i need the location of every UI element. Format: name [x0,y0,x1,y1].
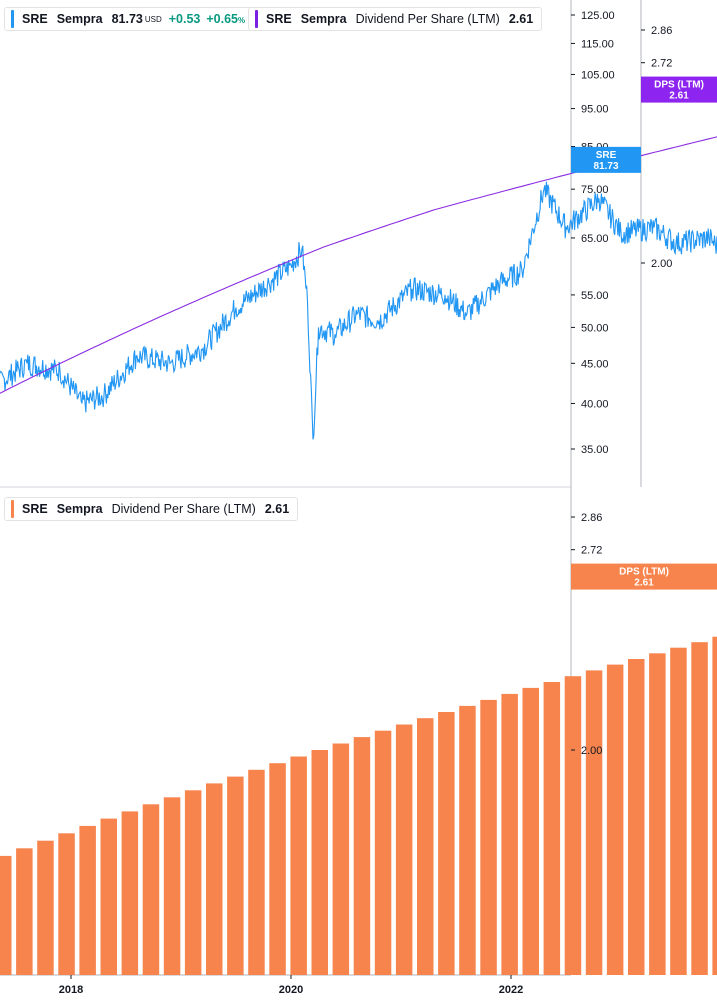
dps-bar[interactable] [121,811,139,975]
dps-bar[interactable] [353,737,371,975]
price-axis-tick-label: 125.00 [581,10,615,22]
dps-bar[interactable] [142,804,160,975]
price-axis-tick-label: 55.00 [581,290,609,302]
dps-series-line [0,136,717,394]
dps-legend-bottom-label: Dividend Per Share (LTM) [111,502,256,516]
price-last-value-tag-value: 81.73 [593,161,618,172]
price-axis-tick-label: 75.00 [581,184,609,196]
time-axis-tick-label: 2022 [499,984,523,996]
dps-bar[interactable] [0,855,12,975]
price-axis-tick-label: 95.00 [581,104,609,116]
price-series-line [0,181,717,440]
dps-bar[interactable] [184,790,202,975]
price-axis-tick-label: 40.00 [581,398,609,410]
time-axis-tick-label: 2020 [279,984,303,996]
price-last-value-tag-label: SRE [596,150,617,161]
dps-bar[interactable] [649,653,666,975]
price-legend-color [11,10,14,28]
dps-axis-tick-label: 2.00 [651,258,672,270]
price-axis-tick-label: 105.00 [581,69,615,81]
dps-top-last-value-tag[interactable]: DPS (LTM)2.61 [641,76,717,103]
dps-bar[interactable] [100,818,118,975]
dps-legend-top-symbol[interactable]: SRE [266,12,292,26]
dps-bar[interactable] [374,730,392,975]
dps-bar[interactable] [606,664,624,975]
dps-bottom-last-value-tag-value: 2.61 [634,578,654,589]
dps-axis-tick-label: 2.86 [651,25,672,37]
dps-bar[interactable] [691,642,708,975]
dps-legend-top-color [255,10,258,28]
dps-bar[interactable] [248,769,265,975]
dps-bar[interactable] [417,718,434,975]
dps-legend-top-name: Sempra [300,12,347,26]
bar-axis-tick-label: 2.00 [581,745,602,757]
dps-bar[interactable] [227,776,244,975]
bar-axis-tick-label: 2.72 [581,545,602,557]
dps-bar[interactable] [163,797,181,975]
dps-top-last-value-tag-value: 2.61 [669,91,689,102]
dps-bar[interactable] [332,743,350,976]
dps-legend-top[interactable]: SRE Sempra Dividend Per Share (LTM) 2.61 [248,7,543,31]
dps-bar[interactable] [585,670,603,975]
dps-legend-bottom-symbol[interactable]: SRE [22,502,48,516]
dps-bar[interactable] [543,682,561,975]
price-last-value-tag-bg [571,146,641,173]
dps-legend-top-label: Dividend Per Share (LTM) [355,12,500,26]
dps-bar[interactable] [522,687,540,975]
price-legend-value: 81.73 [111,12,143,26]
dps-bar[interactable] [564,676,582,975]
price-pane[interactable]: 125.00115.00105.0095.0085.0075.0065.0055… [0,10,717,456]
dps-bar[interactable] [480,699,497,975]
dps-legend-bottom[interactable]: SRE Sempra Dividend Per Share (LTM) 2.61 [4,497,299,521]
dps-bar[interactable] [311,750,329,975]
dps-axis-tick-label: 2.72 [651,58,672,70]
dps-bar[interactable] [712,636,717,975]
price-axis[interactable]: 125.00115.00105.0095.0085.0075.0065.0055… [571,10,615,456]
dps-bottom-last-value-tag[interactable]: DPS (LTM)2.61 [571,563,717,590]
price-legend-change: +0.53 [168,12,201,26]
price-legend-name: Sempra [56,12,103,26]
price-axis-tick-label: 35.00 [581,444,609,456]
dps-bar[interactable] [269,763,286,975]
dps-bar[interactable] [501,693,518,975]
dps-bar-axis[interactable]: 2.86 2.72 2.00 [571,512,602,757]
bar-axis-tick-label: 2.86 [581,512,602,524]
dps-bar[interactable] [37,840,54,975]
dps-legend-bottom-color [11,500,14,518]
dps-legend-bottom-value: 2.61 [264,502,290,516]
dps-legend-bottom-name: Sempra [56,502,103,516]
price-legend-pct-sign: % [238,16,246,25]
dps-bar[interactable] [438,712,455,975]
price-legend[interactable]: SRE Sempra 81.73 USD +0.53 +0.65% [4,7,255,31]
price-axis-tick-label: 50.00 [581,322,609,334]
dps-bar[interactable] [459,705,476,975]
price-legend-unit: USD [144,14,162,24]
dps-bar[interactable] [628,659,645,975]
price-legend-change-pct: +0.65% [206,12,245,26]
dps-bar-pane[interactable]: 2.862.722.00 20182020202220242026 [0,512,717,996]
dps-bar[interactable] [206,783,223,975]
price-axis-tick-label: 115.00 [581,38,614,50]
dps-axis[interactable]: 2.86 2.72 2.00 [641,25,672,270]
dps-bar[interactable] [16,848,33,975]
dps-top-last-value-tag-bg [641,76,717,103]
dps-bar[interactable] [79,825,96,975]
price-axis-tick-label: 45.00 [581,358,609,370]
price-legend-change-pct-value: +0.65 [206,12,239,26]
time-axis[interactable]: 20182020202220242026 [59,975,717,996]
dps-top-last-value-tag-label: DPS (LTM) [654,80,704,91]
time-axis-tick-label: 2018 [59,984,83,996]
dps-bottom-last-value-tag-label: DPS (LTM) [619,567,669,578]
price-axis-tick-label: 65.00 [581,233,609,245]
dps-legend-top-value: 2.61 [508,12,534,26]
dps-bar[interactable] [670,647,687,975]
dps-bottom-last-value-tag-bg [571,563,717,590]
dps-bar[interactable] [58,833,75,975]
dps-bar[interactable] [395,724,413,976]
price-legend-symbol[interactable]: SRE [22,12,48,26]
dps-bar[interactable] [290,756,307,976]
